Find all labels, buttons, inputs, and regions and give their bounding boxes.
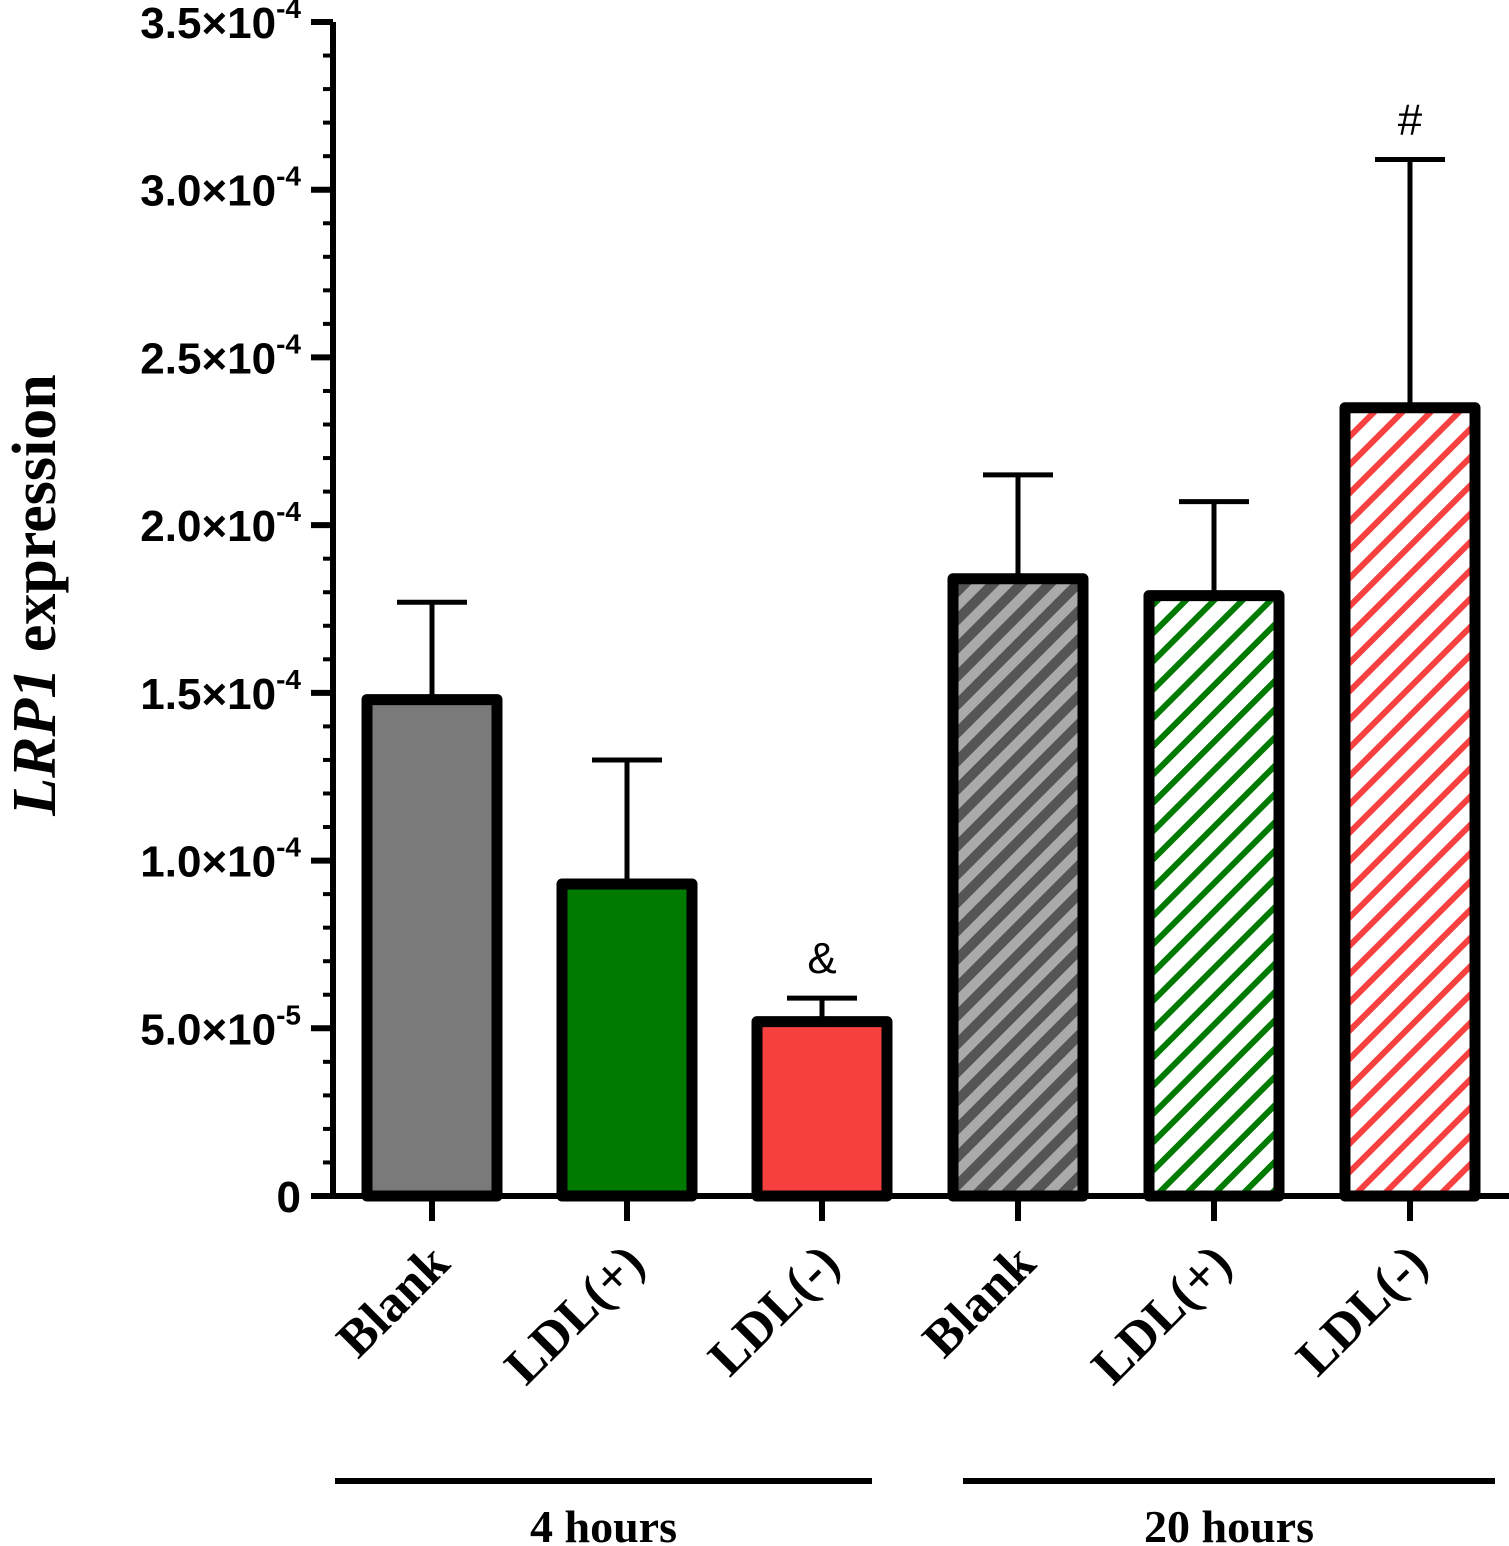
bars-layer: [361, 157, 1481, 1202]
y-axis-label-italic: LRP1: [1, 668, 69, 817]
y-tick-label: 5.0×10-5: [140, 999, 301, 1054]
x-category-label: Blank: [326, 1234, 460, 1368]
bar: [751, 1016, 893, 1202]
y-tick-label: 1.0×10-4: [140, 832, 301, 887]
y-tick-label: 1.5×10-4: [140, 664, 301, 719]
x-category-label: LDL(-): [1286, 1234, 1439, 1387]
x-category-label: LDL(-): [698, 1234, 851, 1387]
x-category-label: LDL(+): [494, 1234, 655, 1395]
y-tick-label: 3.0×10-4: [140, 161, 301, 216]
bar: [556, 878, 698, 1202]
y-tick-label: 2.5×10-4: [140, 328, 301, 383]
y-tick-label: 3.5×10-4: [140, 0, 301, 48]
bar: [361, 694, 503, 1202]
bar: [1339, 402, 1481, 1202]
significance-annotation: &: [807, 934, 836, 983]
group-label: 20 hours: [1144, 1501, 1314, 1546]
significance-annotation: #: [1398, 96, 1423, 145]
x-category-label: Blank: [912, 1234, 1046, 1368]
y-axis-label-rest: expression: [1, 374, 69, 667]
bar: [1143, 590, 1285, 1202]
y-tick-label: 0: [277, 1173, 301, 1222]
y-axis-label: LRP1 expression: [1, 374, 69, 817]
y-tick-label: 2.0×10-4: [140, 496, 301, 551]
group-label: 4 hours: [530, 1501, 677, 1546]
axes-layer: [311, 19, 1509, 1484]
x-category-label: LDL(+): [1081, 1234, 1242, 1395]
bar: [947, 573, 1089, 1202]
